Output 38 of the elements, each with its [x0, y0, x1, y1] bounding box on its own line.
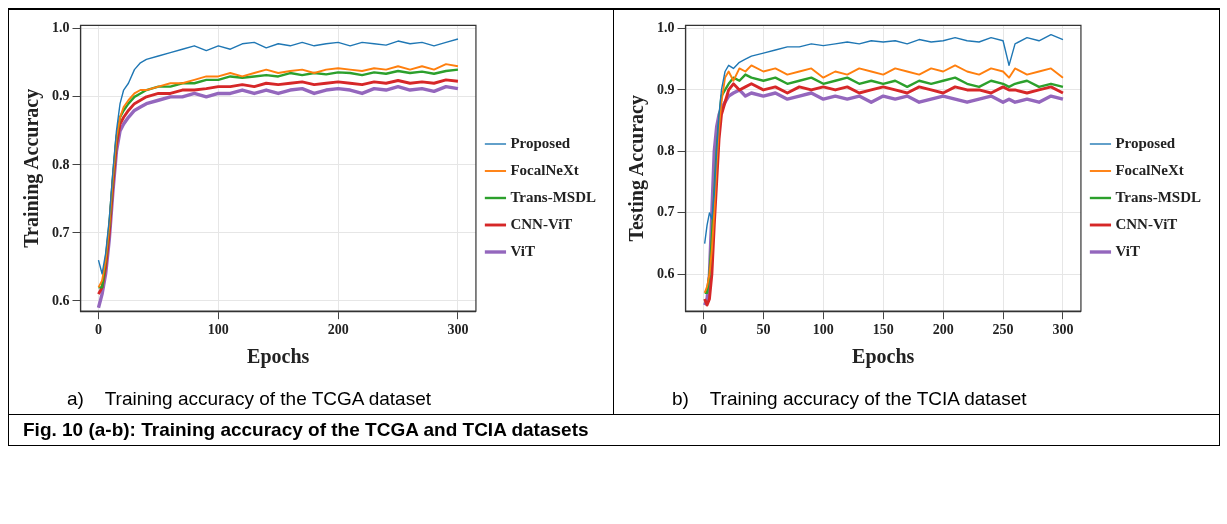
x-tick-label: 0 [699, 322, 707, 338]
y-tick-label: 0.9 [52, 88, 70, 104]
legend-label: ViT [510, 242, 535, 259]
x-axis-title: Epochs [852, 345, 915, 369]
y-tick-label: 0.8 [52, 156, 70, 172]
legend-label: FocalNeXt [510, 161, 579, 178]
x-tick-label: 100 [812, 322, 834, 338]
x-tick-label: 150 [872, 322, 894, 338]
legend-label: Trans-MSDL [510, 188, 596, 205]
y-tick-label: 0.8 [657, 143, 675, 159]
y-tick-label: 0.6 [657, 265, 675, 281]
legend-label: ViT [1115, 242, 1140, 259]
legend-label: Proposed [510, 134, 571, 151]
y-tick-label: 0.9 [657, 81, 675, 97]
x-tick-label: 0 [94, 322, 102, 338]
y-axis-title: Training Accuracy [20, 88, 44, 248]
y-tick-label: 0.7 [657, 204, 675, 220]
x-tick-label: 300 [1052, 322, 1074, 338]
x-tick-label: 200 [327, 322, 349, 338]
legend-label: CNN-ViT [1115, 215, 1178, 232]
x-tick-label: 200 [932, 322, 954, 338]
x-tick-label: 300 [447, 322, 469, 338]
y-tick-label: 1.0 [657, 20, 675, 36]
legend-label: Proposed [1115, 134, 1176, 151]
caption: Fig. 10 (a-b): Training accuracy of the TCGA and TCIA datasets [9, 414, 1219, 445]
x-axis-title: Epochs [247, 345, 310, 369]
y-tick-label: 1.0 [52, 20, 70, 36]
legend-label: CNN-ViT [510, 215, 573, 232]
y-axis-title: Testing Accuracy [625, 95, 649, 242]
y-tick-label: 0.7 [52, 224, 70, 240]
text: b) Training accuracy of the TCIA dataset [671, 387, 1028, 411]
y-tick-label: 0.6 [52, 292, 70, 308]
legend-label: FocalNeXt [1115, 161, 1184, 178]
legend-label: Trans-MSDL [1115, 188, 1201, 205]
x-tick-label: 50 [756, 322, 771, 338]
text: a) Training accuracy of the TCGA dataset [66, 387, 432, 411]
x-tick-label: 250 [992, 322, 1014, 338]
x-tick-label: 100 [207, 322, 229, 338]
